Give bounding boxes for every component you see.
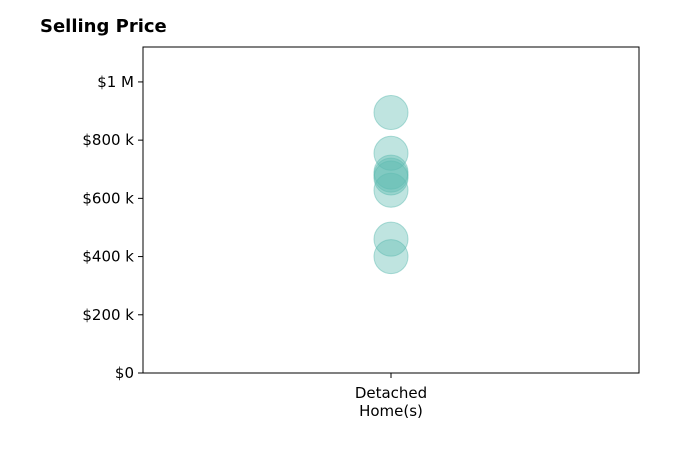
y-tick-label: $200 k: [82, 306, 134, 324]
data-point: [373, 160, 409, 196]
y-tick-label: $600 k: [82, 189, 134, 207]
y-tick-label: $1 M: [97, 73, 134, 91]
x-axis: Detached Home(s): [355, 373, 427, 420]
data-point: [373, 135, 409, 171]
data-point: [373, 239, 409, 275]
data-point: [373, 172, 409, 208]
chart-title: Selling Price: [40, 16, 167, 37]
y-tick-label: $800 k: [82, 131, 134, 149]
data-point: [373, 94, 409, 130]
x-tick-label: Detached Home(s): [355, 384, 427, 420]
y-tick-label: $0: [115, 364, 134, 382]
y-axis: $0 $200 k $400 k $600 k $800 k $1 M: [82, 73, 143, 382]
data-points: [373, 94, 409, 275]
y-tick-label: $400 k: [82, 248, 134, 266]
